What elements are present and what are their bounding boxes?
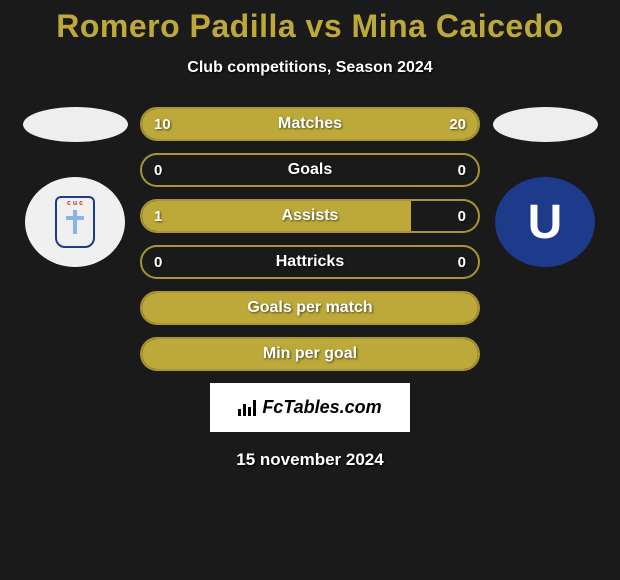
- page-subtitle: Club competitions, Season 2024: [187, 59, 432, 77]
- stat-label: Min per goal: [142, 345, 478, 363]
- stat-row: Min per goal: [140, 337, 480, 371]
- club-logo-right: U: [495, 177, 595, 267]
- stat-label: Matches: [142, 115, 478, 133]
- player-ellipse-right: [493, 107, 598, 142]
- stat-row: 00Goals: [140, 153, 480, 187]
- page-title: Romero Padilla vs Mina Caicedo: [56, 8, 564, 45]
- club-logo-right-letter: U: [528, 195, 563, 250]
- right-side: U: [490, 107, 600, 267]
- stat-row: 00Hattricks: [140, 245, 480, 279]
- stat-row: 1020Matches: [140, 107, 480, 141]
- player-ellipse-left: [23, 107, 128, 142]
- comparison-panel: c u c 1020Matches 00Goals 10Assists 00Hattr…: [0, 107, 620, 371]
- stat-label: Goals: [142, 161, 478, 179]
- brand-badge: FcTables.com: [210, 383, 409, 432]
- chart-bars-icon: [238, 400, 256, 416]
- cross-icon: [66, 210, 84, 234]
- stat-row: 10Assists: [140, 199, 480, 233]
- stat-label: Assists: [142, 207, 478, 225]
- brand-text: FcTables.com: [262, 397, 381, 418]
- club-logo-left-text: c u c: [67, 200, 83, 207]
- left-side: c u c: [20, 107, 130, 267]
- stat-label: Goals per match: [142, 299, 478, 317]
- stat-label: Hattricks: [142, 253, 478, 271]
- stat-row: Goals per match: [140, 291, 480, 325]
- stats-column: 1020Matches 00Goals 10Assists 00Hattricks Go…: [140, 107, 480, 371]
- snapshot-date: 15 november 2024: [236, 450, 383, 470]
- club-logo-left: c u c: [25, 177, 125, 267]
